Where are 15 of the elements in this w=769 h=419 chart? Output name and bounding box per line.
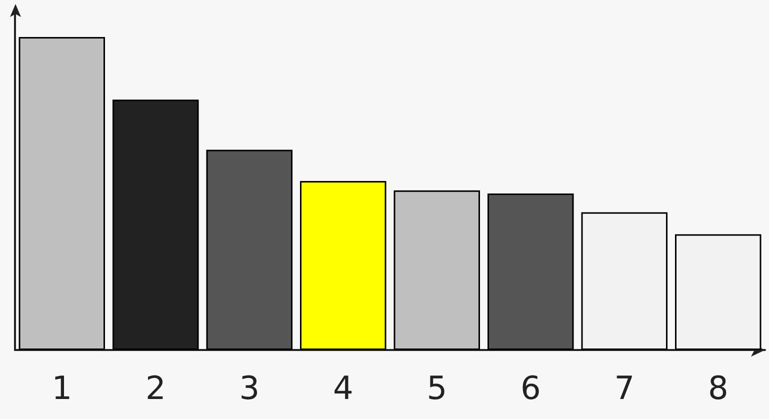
x-tick-label: 2 — [145, 369, 166, 407]
bar — [675, 234, 762, 350]
bar — [394, 190, 480, 350]
x-tick-label: 6 — [520, 369, 541, 407]
x-tick-label: 8 — [708, 369, 728, 407]
x-tick-label: 1 — [52, 369, 72, 407]
x-tick-label: 3 — [239, 369, 260, 407]
x-tick-label: 7 — [614, 369, 635, 407]
bar — [488, 194, 574, 350]
bar — [18, 37, 105, 350]
x-tick-label: 5 — [426, 369, 448, 407]
x-tick-label: 4 — [332, 369, 354, 407]
bar — [300, 181, 386, 350]
bar — [206, 150, 292, 350]
bar — [581, 212, 668, 350]
